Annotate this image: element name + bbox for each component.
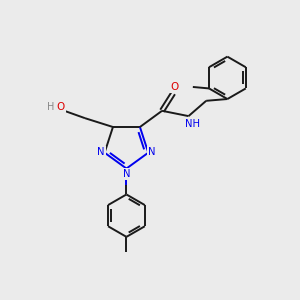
Text: N: N <box>97 147 104 157</box>
Text: N: N <box>123 169 130 179</box>
Text: N: N <box>148 147 156 157</box>
Text: NH: NH <box>185 119 200 129</box>
Text: O: O <box>170 82 178 92</box>
Text: O: O <box>56 102 65 112</box>
Text: H: H <box>47 102 55 112</box>
